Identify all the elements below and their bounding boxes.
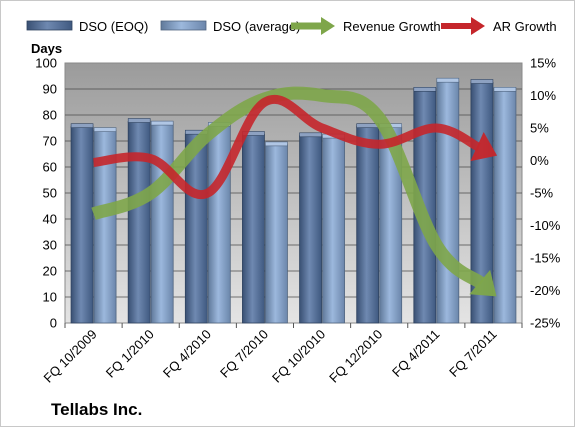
bar: [150, 123, 174, 324]
bar: [493, 89, 517, 324]
y-left-tick-label: 100: [35, 56, 57, 71]
y-left-tick-label: 40: [43, 212, 57, 227]
y-left-tick-label: 50: [43, 186, 57, 201]
y-left-tick-label: 10: [43, 290, 57, 305]
series-arrowhead: [470, 131, 498, 162]
y-right-tick-label: -5%: [530, 186, 554, 201]
bar-top: [493, 87, 517, 92]
y-left-tick-label: 80: [43, 108, 57, 123]
bar: [356, 126, 380, 324]
x-category-label: FQ 10/2010: [269, 327, 328, 386]
legend-label: DSO (average): [213, 19, 300, 34]
bar-top: [127, 118, 151, 123]
y-left-tick-label: 0: [50, 316, 57, 331]
legend-swatch-arrowhead: [321, 17, 335, 35]
bar-top: [299, 132, 322, 138]
x-category-label: FQ 12/2010: [326, 327, 385, 386]
bar: [127, 121, 151, 324]
bar-top: [150, 120, 174, 126]
legend-swatch: [160, 20, 207, 31]
y-right-tick-label: -25%: [530, 316, 561, 331]
bar-top: [70, 123, 94, 128]
bar: [207, 125, 231, 324]
company-label: Tellabs Inc.: [51, 400, 142, 419]
legend-label: Revenue Growth: [343, 19, 441, 34]
y-left-tick-label: 30: [43, 238, 57, 253]
bar-top: [413, 87, 437, 92]
legend-swatch: [26, 20, 73, 31]
y-right-tick-label: -10%: [530, 218, 561, 233]
bar: [299, 135, 322, 324]
y-right-tick-label: 15%: [530, 56, 556, 71]
bar-top: [356, 123, 379, 128]
x-category-label: FQ 7/2011: [446, 327, 499, 380]
series-line: [93, 95, 482, 200]
y-right-tick-label: 5%: [530, 121, 549, 136]
x-category-label: FQ 7/2010: [217, 327, 271, 381]
series-arrowhead: [469, 269, 497, 297]
y-left-tick-label: 70: [43, 134, 57, 149]
x-category-label: FQ 10/2009: [41, 327, 100, 386]
bar-top: [93, 127, 117, 132]
bar: [265, 144, 288, 324]
series-line: [91, 86, 486, 289]
y-right-tick-label: 10%: [530, 88, 556, 103]
x-category-label: FQ 1/2010: [103, 327, 157, 381]
y-left-tick-label: 90: [43, 82, 57, 97]
bar: [242, 134, 265, 324]
legend-swatch-arrowhead: [471, 17, 485, 35]
y-right-tick-label: 0%: [530, 153, 549, 168]
bar-top: [470, 79, 494, 84]
legend-label: AR Growth: [493, 19, 557, 34]
y-left-axis-title: Days: [31, 41, 62, 56]
bar: [436, 80, 460, 324]
y-right-tick-label: -15%: [530, 251, 561, 266]
bar-top: [265, 141, 288, 147]
y-left-tick-label: 20: [43, 264, 57, 279]
legend-label: DSO (EOQ): [79, 19, 148, 34]
y-left-tick-label: 60: [43, 160, 57, 175]
x-category-label: FQ 4/2011: [389, 327, 442, 380]
bar: [70, 126, 94, 324]
bar-top: [436, 77, 460, 83]
x-category-label: FQ 4/2010: [160, 327, 214, 381]
y-right-tick-label: -20%: [530, 283, 561, 298]
bar: [322, 136, 345, 324]
